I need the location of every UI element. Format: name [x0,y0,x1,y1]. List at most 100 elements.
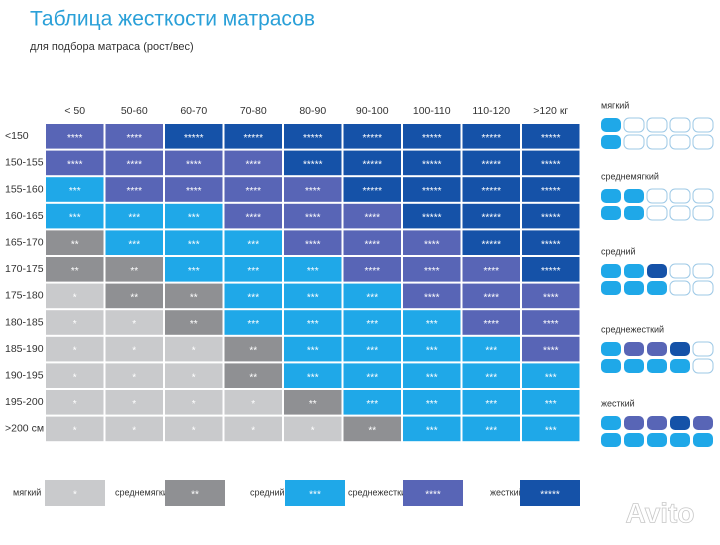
cell-text: **** [126,133,142,144]
cell [403,230,461,255]
cell-text: **** [483,266,499,277]
mattress-block [670,359,690,373]
mattress-block [624,433,644,447]
mattress-block [669,205,691,221]
row-label: 150-155 [5,157,44,169]
cell [522,177,580,202]
legend-label: жесткий [490,487,524,497]
legend-stars: *** [309,490,321,501]
mattress-block [647,342,667,356]
cell-text: ***** [303,133,323,144]
legend-swatch [403,480,463,506]
cell [46,124,104,149]
side-legend-label: средний [601,246,636,256]
cell-text: *** [366,346,378,357]
cell-text: **** [543,293,559,304]
cell-text: **** [305,239,321,250]
cell-text: **** [245,186,261,197]
cell-text: *** [426,399,438,410]
watermark: Avito [626,497,695,528]
cell-text: *** [247,319,259,330]
cell-text: **** [543,319,559,330]
column-header: 110-120 [472,105,510,117]
cell-text: * [132,346,136,357]
cell-text: **** [245,213,261,224]
legend-stars: **** [425,490,441,501]
row-label: 170-175 [5,263,44,275]
column-header: 90-100 [356,105,389,117]
cell [403,416,461,442]
cell-text: * [192,372,196,383]
cell-text: *** [69,186,81,197]
cell [105,416,163,442]
mattress-block [647,359,667,373]
cell-text: **** [364,239,380,250]
cell-text: **** [126,160,142,171]
cell [224,124,282,149]
mattress-block [670,433,690,447]
cell [224,177,282,202]
cell-text: * [73,372,77,383]
mattress-block [624,264,644,278]
cell [284,203,342,229]
cell [403,310,461,335]
mattress-block [646,117,668,133]
mattress-block [601,135,621,149]
cell [522,230,580,255]
cell-text: *** [366,372,378,383]
cell-text: ***** [541,133,561,144]
cell-text: * [192,346,196,357]
cell-text: ** [249,372,257,383]
mattress-block [669,134,691,150]
mattress-block [624,359,644,373]
cell-text: **** [364,213,380,224]
cell [403,203,461,229]
cell [284,363,342,388]
cell-text: ***** [541,266,561,277]
cell [284,283,342,309]
cell [46,203,104,229]
mattress-block [601,416,621,430]
column-header: 50-60 [121,105,148,117]
cell-text: **** [424,239,440,250]
cell [105,150,163,176]
mattress-block [692,188,714,204]
row-label: 185-190 [5,343,44,355]
cell [46,363,104,388]
mattress-block [646,188,668,204]
cell [462,257,520,282]
mattress-block [646,134,668,150]
cell-text: ***** [541,186,561,197]
mattress-block [624,206,644,220]
cell [224,310,282,335]
cell [46,150,104,176]
cell-text: ***** [541,213,561,224]
cell-text: *** [307,293,319,304]
cell-text: ***** [482,239,502,250]
mattress-block [647,281,667,295]
legend-label: мягкий [13,487,41,497]
cell [284,310,342,335]
cell-text: ***** [482,133,502,144]
cell [343,257,401,282]
cell-text: ** [309,399,317,410]
cell [284,336,342,362]
cell-text: *** [247,266,259,277]
legend-label: среднемягкий [115,487,173,497]
legend-stars: ** [191,490,199,501]
cell [105,363,163,388]
legend-label: средний [250,487,285,497]
subtitle: для подбора матраса (рост/вес) [30,41,194,53]
cell-text: **** [483,293,499,304]
cell [105,257,163,282]
mattress-block [670,342,690,356]
cell-text: * [73,399,77,410]
cell [165,283,223,309]
cell-text: **** [543,346,559,357]
row-label: 155-160 [5,183,44,195]
cell [224,257,282,282]
bottom-legend: мягкий * среднемягкий ** средний *** среднежес… [13,480,580,506]
cell-text: **** [67,133,83,144]
mattress-block [601,264,621,278]
cell [343,124,401,149]
